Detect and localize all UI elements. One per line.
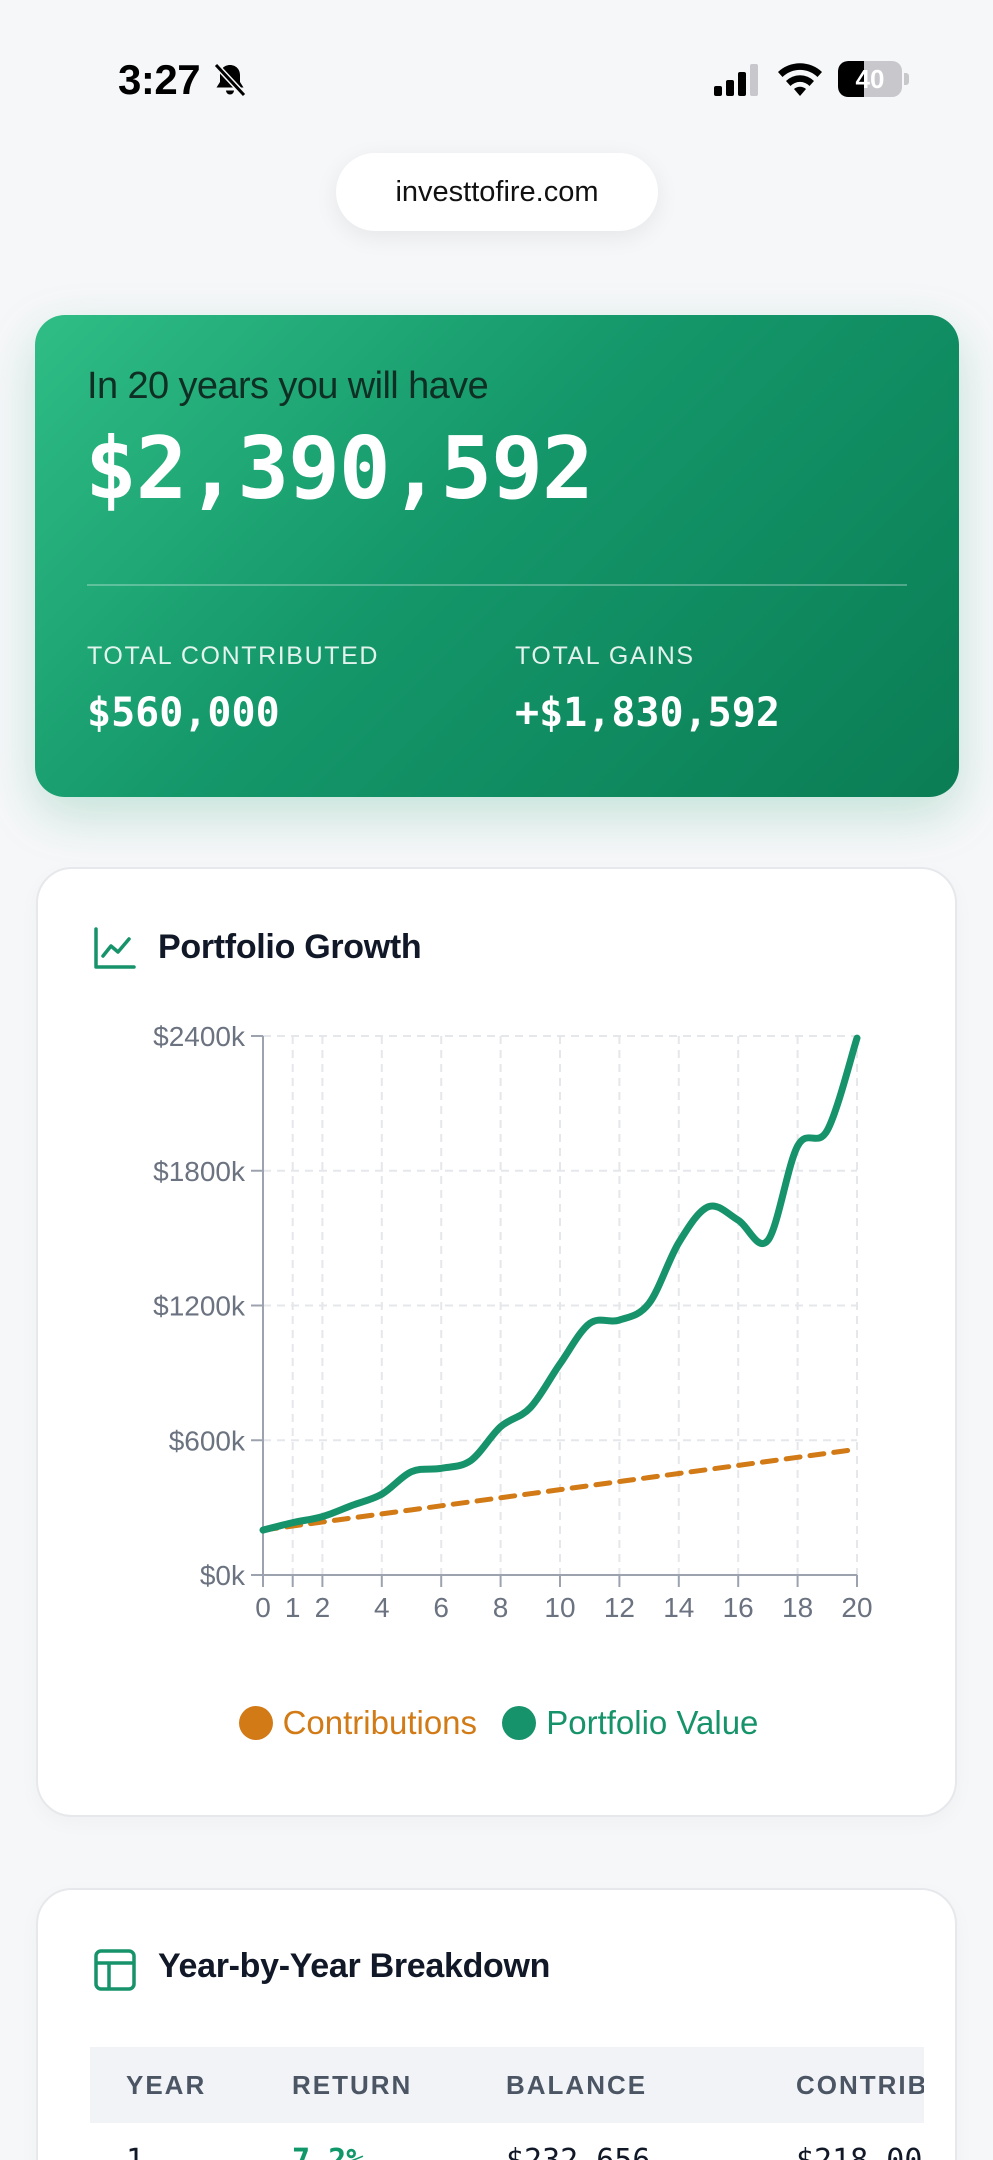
x-tick-label: 8 [493, 1592, 509, 1623]
y-tick-label: $600k [169, 1425, 246, 1456]
projected-total: $2,390,592 [85, 419, 594, 519]
legend-contributions[interactable]: Contributions [238, 1704, 478, 1742]
x-tick-label: 14 [663, 1592, 694, 1623]
total-gains-label: TOTAL GAINS [515, 642, 695, 670]
total-gains-value: +$1,830,592 [515, 690, 780, 736]
portfolio-growth-card: Portfolio Growth $0k $600k $1200k $1800k $24… [36, 867, 957, 1817]
table-icon [94, 1949, 136, 1991]
column-contributed[interactable]: CONTRIBU [796, 2070, 924, 2100]
column-year[interactable]: YEAR [126, 2070, 207, 2100]
breakdown-table[interactable]: YEAR RETURN BALANCE CONTRIBU 1 7.2% $232… [90, 2047, 924, 2160]
summary-divider [87, 584, 907, 586]
legend-portfolio-swatch [502, 1706, 537, 1740]
portfolio-value-line [259, 1034, 861, 1534]
portfolio-growth-title: Portfolio Growth [158, 928, 422, 966]
summary-card: In 20 years you will have $2,390,592 TOT… [35, 315, 959, 797]
x-tick-label: 10 [544, 1592, 575, 1623]
x-tick-label: 0 [255, 1592, 271, 1623]
total-contributed-value: $560,000 [87, 690, 280, 736]
total-contributed-label: TOTAL CONTRIBUTED [87, 642, 380, 670]
battery-level: 40 [855, 64, 885, 94]
battery-icon: 40 [838, 61, 909, 97]
legend-portfolio[interactable]: Portfolio Value [502, 1704, 758, 1742]
breakdown-title: Year-by-Year Breakdown [158, 1947, 551, 1985]
column-return[interactable]: RETURN [292, 2070, 413, 2100]
y-tick-label: $1800k [153, 1156, 246, 1187]
y-tick-label: $1200k [153, 1291, 246, 1322]
chart-legend: Contributions Portfolio Value [38, 1704, 959, 1742]
cell-contributed: $218,000 [796, 2143, 924, 2160]
cell-year: 1 [126, 2143, 144, 2160]
y-tick-label: $0k [200, 1560, 246, 1591]
bell-muted-icon [213, 62, 247, 98]
x-tick-label: 18 [782, 1592, 813, 1623]
column-balance[interactable]: BALANCE [506, 2070, 648, 2100]
wifi-icon [778, 63, 822, 96]
y-tick-label: $2400k [153, 1021, 246, 1052]
x-tick-label: 1 [285, 1592, 301, 1623]
cell-return: 7.2% [292, 2143, 364, 2160]
cell-balance: $232,656 [506, 2143, 651, 2160]
contributions-line [260, 1446, 860, 1533]
legend-portfolio-label: Portfolio Value [546, 1704, 759, 1741]
x-tick-label: 2 [315, 1592, 331, 1623]
x-tick-label: 4 [374, 1592, 390, 1623]
x-tick-label: 20 [841, 1592, 872, 1623]
cellular-signal-icon [714, 64, 758, 96]
x-tick-label: 16 [723, 1592, 754, 1623]
status-time: 3:27 [118, 56, 201, 103]
status-bar: 3:27 40 [0, 0, 993, 160]
line-chart-icon [94, 927, 136, 969]
legend-contributions-label: Contributions [282, 1704, 478, 1741]
legend-contributions-swatch [238, 1706, 273, 1740]
breakdown-card: Year-by-Year Breakdown YEAR RETURN BALAN… [36, 1888, 957, 2160]
x-tick-label: 6 [433, 1592, 449, 1623]
summary-intro: In 20 years you will have [87, 365, 489, 407]
x-tick-label: 12 [604, 1592, 635, 1623]
address-bar[interactable]: investtofire.com [336, 153, 658, 231]
table-header-row: YEAR RETURN BALANCE CONTRIBU [90, 2047, 924, 2123]
